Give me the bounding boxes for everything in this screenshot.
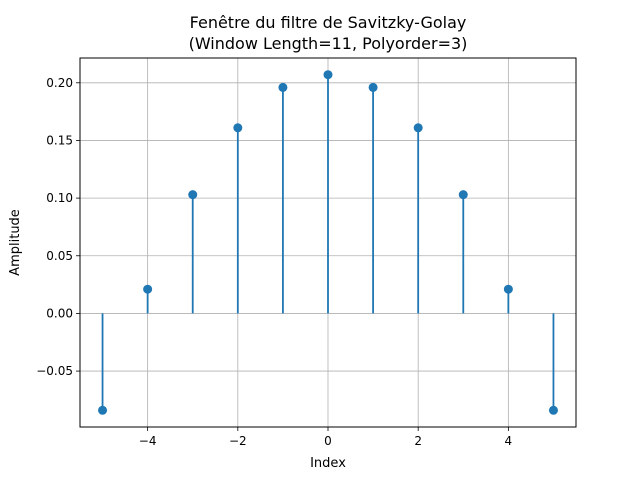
y-axis-ticks: −0.05 0.00 0.05 0.10 0.15 0.20: [36, 76, 80, 378]
stem-lines: [101, 74, 555, 411]
chart-title-line-2: (Window Length=11, Polyorder=3): [189, 34, 468, 53]
stem-markers: [98, 70, 558, 415]
stem-marker: [458, 190, 468, 200]
stem-marker: [548, 405, 558, 415]
y-tick-label: 0.05: [46, 249, 73, 263]
x-axis-ticks: −4 −2 0 2 4: [139, 427, 512, 448]
y-tick-label: 0.00: [46, 306, 73, 320]
chart-title-line-1: Fenêtre du filtre de Savitzky-Golay: [190, 13, 467, 32]
x-tick-label: 0: [324, 434, 332, 448]
y-tick-label: 0.15: [46, 133, 73, 147]
x-tick-label: −4: [139, 434, 157, 448]
x-axis-label: Index: [310, 456, 346, 471]
y-axis-label: Amplitude: [8, 209, 23, 276]
stem-marker: [98, 405, 108, 415]
stem-marker: [233, 123, 243, 133]
stem-marker: [503, 284, 513, 294]
stem-marker: [368, 82, 378, 92]
stem-marker: [413, 123, 423, 133]
y-tick-label: −0.05: [36, 364, 73, 378]
stem-marker: [323, 70, 333, 80]
x-tick-label: 2: [414, 434, 422, 448]
x-tick-label: −2: [229, 434, 247, 448]
y-tick-label: 0.10: [46, 191, 73, 205]
stem-marker: [188, 190, 198, 200]
stem-marker: [278, 82, 288, 92]
x-tick-label: 4: [505, 434, 513, 448]
stem-marker: [143, 284, 153, 294]
y-tick-label: 0.20: [46, 76, 73, 90]
